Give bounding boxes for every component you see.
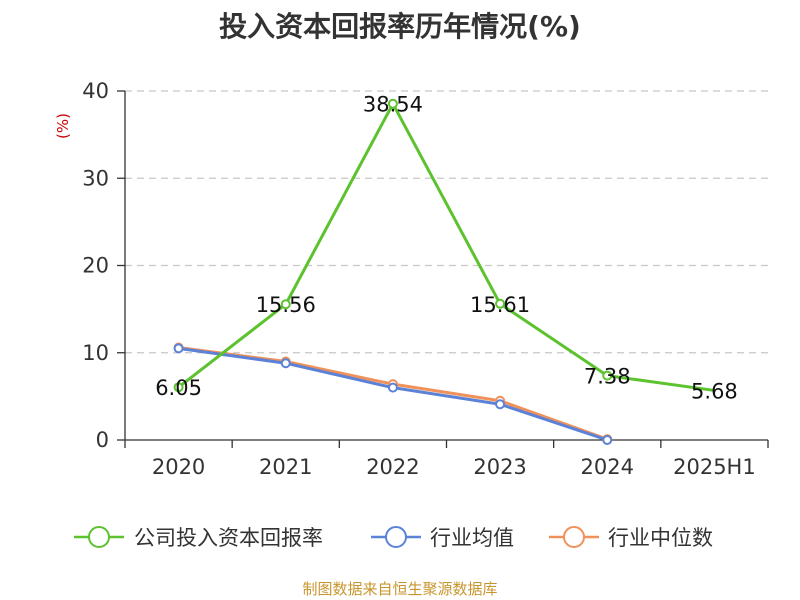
x-tick-label: 2023: [473, 455, 526, 479]
legend: 公司投入资本回报率 行业均值 行业中位数: [74, 526, 713, 550]
y-tick-label: 20: [82, 254, 109, 278]
data-point: [602, 435, 613, 445]
data-label: 15.61: [470, 293, 530, 317]
series-group: [173, 98, 715, 445]
source-note: 制图数据来自恒生聚源数据库: [302, 580, 497, 598]
data-labels: 6.05 15.56 38.54 15.61 7.38 5.68: [155, 93, 738, 404]
axes: 0 10 20 30 40 2020 2021 2022 2023 2024 2025H1: [82, 79, 769, 479]
series-line: [178, 346, 608, 441]
series-line: [177, 102, 715, 392]
y-tick-label: 10: [82, 341, 109, 365]
data-label: 7.38: [584, 365, 631, 389]
data-point: [387, 382, 398, 393]
x-tick-label: 2025H1: [673, 455, 756, 479]
data-label: 15.56: [256, 293, 316, 317]
data-point: [602, 370, 613, 381]
legend-label: 公司投入资本回报率: [134, 526, 323, 550]
y-tick-label: 40: [82, 79, 109, 103]
data-point: [280, 299, 291, 310]
x-tick-label: 2022: [366, 455, 419, 479]
legend-marker: [88, 526, 110, 548]
data-label: 5.68: [691, 379, 738, 403]
legend-label: 行业均值: [430, 526, 514, 550]
data-point: [387, 98, 398, 109]
data-point: [495, 399, 506, 410]
x-tick-label: 2020: [152, 455, 205, 479]
chart-title: 投入资本回报率历年情况(%): [219, 10, 581, 43]
x-tick-label: 2021: [259, 455, 312, 479]
data-point: [495, 298, 506, 309]
y-tick-label: 30: [82, 166, 109, 190]
data-label: 38.54: [363, 93, 423, 117]
grid-lines: [125, 90, 768, 354]
y-tick-label: 0: [96, 428, 109, 452]
y-axis-unit: (%): [54, 113, 72, 139]
series-line: [178, 346, 608, 442]
data-point: [173, 382, 184, 393]
data-point: [173, 343, 184, 354]
data-point: [280, 358, 291, 369]
legend-marker: [385, 526, 407, 548]
x-tick-label: 2024: [581, 455, 634, 479]
legend-label: 行业中位数: [608, 526, 713, 550]
legend-marker: [563, 526, 585, 548]
data-label: 6.05: [155, 376, 202, 400]
